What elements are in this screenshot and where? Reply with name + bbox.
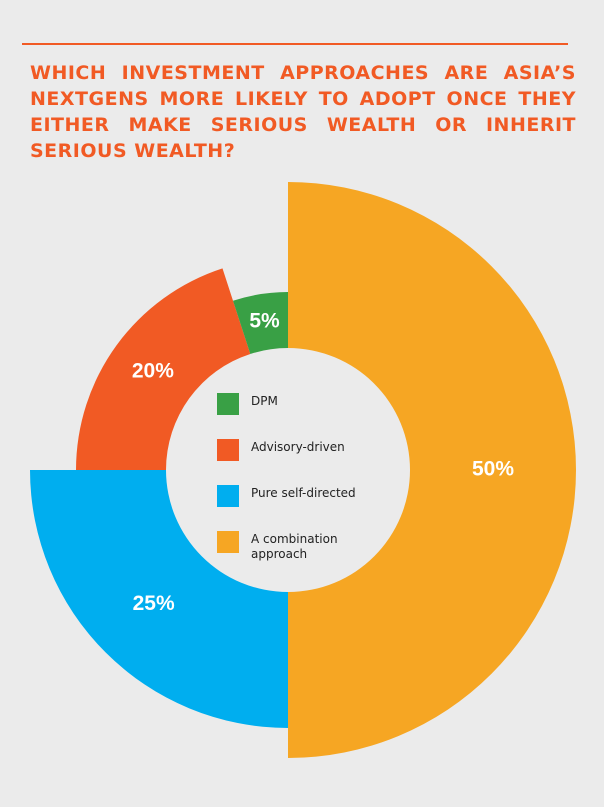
legend-label: A combination approach [251,532,338,561]
pie-segment [30,470,288,728]
pie-segment [288,182,576,758]
pie-segment [76,268,251,470]
legend-swatch [217,531,239,553]
legend-label: Pure self-directed [251,486,356,500]
legend-item: A combination approach [217,530,367,561]
pie-segment [232,292,288,354]
legend-label: Advisory-driven [251,440,345,454]
data-label: 5% [249,309,280,332]
legend-item: DPM [217,392,367,415]
legend-swatch [217,485,239,507]
legend-swatch [217,393,239,415]
data-label: 50% [472,458,514,481]
legend-swatch [217,439,239,461]
chart-title: WHICH INVESTMENT APPROACHES ARE ASIA’S N… [30,62,576,162]
data-label: 20% [132,359,174,382]
data-label: 25% [133,592,175,615]
legend-item: Pure self-directed [217,484,367,507]
divider [22,43,568,45]
legend-item: Advisory-driven [217,438,367,461]
legend: DPM Advisory-driven Pure self-directed A co… [217,392,367,576]
legend-label: DPM [251,394,278,408]
